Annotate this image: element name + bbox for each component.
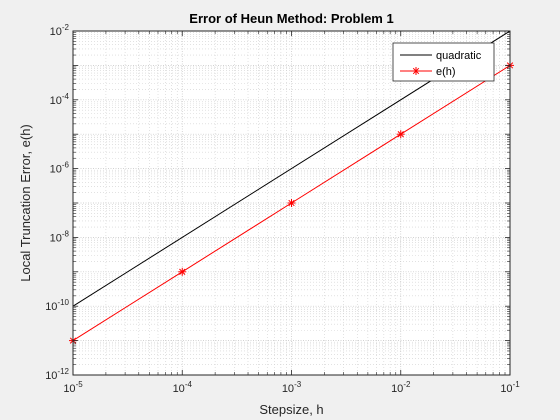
- y-tick-label: 10-6: [50, 161, 70, 176]
- x-tick-label: 10-1: [500, 380, 520, 395]
- y-tick-label: 10-10: [45, 298, 69, 313]
- x-tick-label: 10-5: [63, 380, 83, 395]
- chart-title: Error of Heun Method: Problem 1: [189, 11, 393, 26]
- tick-labels: 10-5 10-4 10-3 10-2 10-1 10-12 10-10 10-8 10-6 10…: [45, 23, 520, 395]
- y-tick-label: 10-2: [50, 23, 70, 38]
- x-tick-label: 10-3: [282, 380, 302, 395]
- asterisk-stroke: [288, 199, 295, 207]
- legend-asterisk: [412, 67, 420, 75]
- x-tick-label: 10-2: [391, 380, 411, 395]
- data-point: [396, 130, 405, 139]
- asterisk-stroke: [397, 131, 404, 138]
- asterisk-stroke: [179, 268, 186, 275]
- asterisk-stroke: [412, 67, 420, 75]
- legend-label-eh: e(h): [436, 66, 456, 78]
- legend-marker-eh: [412, 67, 420, 75]
- legend-box: [392, 42, 495, 82]
- y-tick-label: 10-8: [50, 229, 70, 244]
- ticks: [72, 30, 511, 376]
- legend-label-quadratic: quadratic: [436, 50, 482, 62]
- y-axis-label: Local Truncation Error, e(h): [18, 124, 33, 282]
- grid: [72, 30, 511, 376]
- data-point: [178, 267, 187, 276]
- y-tick-label: 10-4: [50, 92, 70, 107]
- data-point: [287, 199, 296, 207]
- x-tick-label: 10-4: [173, 380, 193, 395]
- y-tick-label: 10-12: [45, 367, 69, 382]
- legend: quadratic e(h): [392, 42, 495, 82]
- x-axis-label: Stepsize, h: [259, 402, 323, 417]
